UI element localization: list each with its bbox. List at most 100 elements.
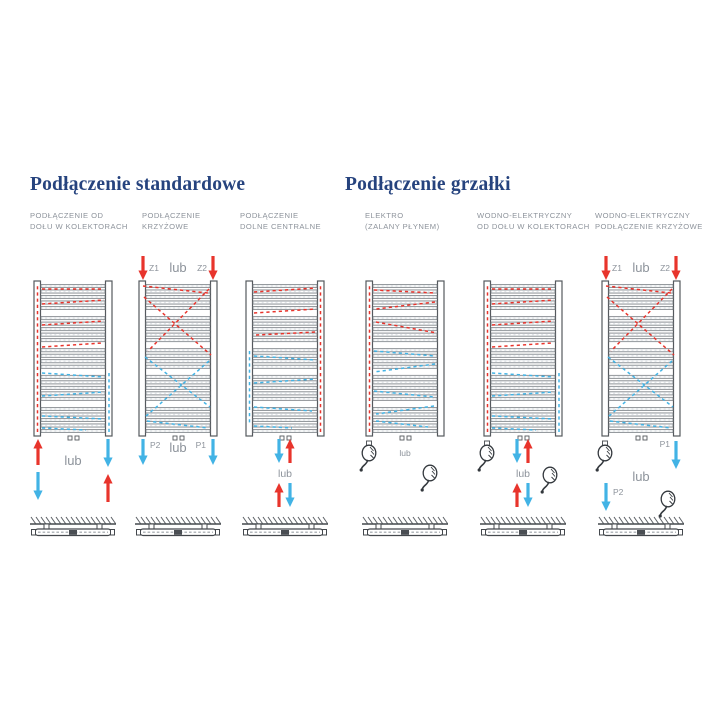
flow-path — [610, 288, 673, 352]
flow-path — [41, 415, 105, 420]
column-label-water-electric-cross: WODNO-ELEKTRYCZNY PODŁĄCZENIE KRZYŻOWE — [595, 211, 703, 231]
electric-heater-icon — [658, 490, 676, 518]
flow-path — [491, 415, 555, 420]
return-p2-label: P2 — [613, 487, 624, 497]
flow-path — [41, 320, 105, 326]
electric-heater-icon — [595, 440, 613, 472]
flow-path — [253, 308, 317, 314]
flow-path — [375, 420, 429, 428]
radiator-body — [138, 280, 218, 441]
wall-mount-cross-section — [135, 516, 221, 537]
or-word: lub — [632, 469, 649, 484]
flow-path — [255, 331, 317, 336]
return-down-arrow-icon — [523, 483, 533, 507]
or-word: lub — [632, 260, 649, 275]
return-down-arrow-icon — [285, 483, 295, 507]
feed-z1-label: Z1 — [612, 263, 622, 273]
return-p1-label: P1 — [196, 440, 207, 450]
radiator-body — [601, 280, 681, 441]
flow-path — [253, 287, 317, 293]
supply-up-arrow-icon — [285, 439, 295, 463]
flow-path — [253, 378, 317, 384]
column-label-electro: ELEKTRO (ZALANY PŁYNEM) — [365, 211, 440, 231]
radiator-body — [245, 280, 325, 441]
return-down-arrow-icon — [512, 439, 522, 463]
flow-path — [143, 296, 212, 356]
flow-path — [146, 420, 209, 429]
feed-down-arrow-icon — [671, 256, 681, 280]
or-word: lub — [64, 453, 81, 468]
or-word: lub — [169, 440, 186, 455]
flow-path — [144, 356, 211, 408]
flow-path — [491, 342, 553, 348]
flow-path — [147, 288, 210, 352]
electric-heater-icon — [477, 440, 495, 472]
supply-up-arrow-icon — [103, 474, 113, 502]
flow-path — [373, 289, 436, 294]
diagram-water-electric-bottom: lub — [477, 280, 566, 537]
column-label-bottom-central: PODŁĄCZENIE DOLNE CENTRALNE — [240, 211, 322, 231]
return-down-arrow-icon — [274, 439, 284, 463]
or-word: lub — [169, 260, 186, 275]
electric-heater-icon — [420, 464, 438, 492]
flow-path — [491, 427, 537, 431]
flow-path — [491, 372, 555, 378]
supply-up-arrow-icon — [523, 439, 533, 463]
flow-path — [609, 420, 672, 429]
flow-path — [41, 391, 105, 397]
electric-heater-icon — [540, 466, 558, 494]
supply-up-arrow-icon — [512, 483, 522, 507]
return-down-arrow-icon — [103, 439, 113, 467]
flow-path — [41, 342, 103, 348]
return-down-arrow-icon — [671, 441, 681, 469]
return-down-arrow-icon — [138, 439, 148, 465]
wall-mount-cross-section — [598, 516, 684, 537]
flow-path — [606, 296, 675, 356]
feed-down-arrow-icon — [138, 256, 148, 280]
flow-path — [373, 363, 436, 373]
flow-path — [373, 350, 436, 357]
flow-path — [491, 320, 555, 326]
flow-path — [491, 299, 555, 305]
supply-up-arrow-icon — [33, 439, 43, 465]
wall-mount-cross-section — [362, 516, 448, 537]
return-p1-label: P1 — [660, 439, 671, 449]
flow-path — [375, 321, 438, 334]
or-word: lub — [278, 468, 292, 480]
wall-mount-cross-section — [480, 516, 566, 537]
diagram-water-electric-cross: Z1 Z2 lub P1 lub P2 — [595, 256, 684, 537]
diagram-bottom-central: lub — [242, 280, 328, 537]
flow-path — [41, 372, 105, 378]
flow-path — [605, 285, 672, 294]
flow-path — [491, 391, 555, 397]
flow-path — [144, 360, 210, 418]
column-label-bottom-collectors: PODŁĄCZENIE OD DOŁU W KOLEKTORACH — [30, 211, 128, 231]
radiator-body — [33, 280, 113, 441]
section-heading-heater-connection: Podłączenie grzałki — [345, 174, 511, 195]
diagram-cross-connection: Z1 Z2 lub P2 P1 lub — [135, 256, 221, 537]
flow-path — [41, 427, 87, 431]
return-down-arrow-icon — [601, 483, 611, 511]
or-word: lub — [516, 468, 530, 480]
column-label-water-electric-bottom: WODNO-ELEKTRYCZNY OD DOŁU W KOLEKTORACH — [477, 211, 590, 231]
wall-mount-cross-section — [242, 516, 328, 537]
feed-down-arrow-icon — [208, 256, 218, 280]
flow-path — [253, 355, 317, 361]
flow-path — [607, 360, 673, 418]
or-word: lub — [399, 448, 411, 458]
diagram-electro: lub — [359, 280, 448, 537]
feed-z2-label: Z2 — [197, 263, 207, 273]
flow-path — [607, 356, 674, 408]
diagram-bottom-collectors: lub — [30, 280, 116, 537]
flow-path — [142, 285, 209, 294]
return-down-arrow-icon — [33, 472, 43, 500]
column-label-cross-connection: PODŁĄCZENIE KRZYŻOWE — [142, 211, 201, 231]
electric-heater-icon — [359, 440, 377, 472]
wall-mount-cross-section — [30, 516, 116, 537]
return-p2-label: P2 — [150, 440, 161, 450]
return-down-arrow-icon — [208, 439, 218, 465]
feed-down-arrow-icon — [601, 256, 611, 280]
feed-z2-label: Z2 — [660, 263, 670, 273]
feed-z1-label: Z1 — [149, 263, 159, 273]
